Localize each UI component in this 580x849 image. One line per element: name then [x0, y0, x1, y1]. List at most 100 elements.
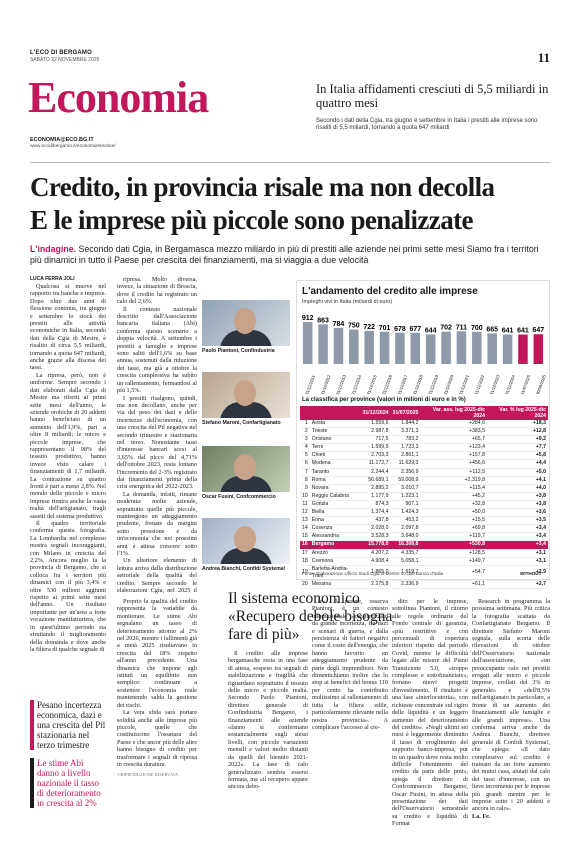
category-label: 31/12/2016 — [381, 374, 393, 394]
table-cell: +3,1 — [487, 549, 548, 558]
table-cell: 20 — [300, 580, 310, 589]
bar — [487, 333, 497, 364]
table-header-cell — [309, 406, 361, 420]
bar-value-label: 641 — [517, 328, 529, 335]
highlight-marker — [30, 758, 34, 808]
table-cell: 5 — [300, 451, 310, 461]
bar-value-label: 647 — [532, 327, 544, 334]
table-cell: Alessandria — [309, 532, 361, 542]
table-cell: 11 — [300, 500, 310, 510]
table-cell: 2.275,8 — [360, 580, 391, 589]
table-cell: 56.689,1 — [360, 476, 391, 485]
category-label: 31/12/2011 — [304, 374, 316, 394]
bar — [302, 322, 313, 364]
table-cell: Gorizia — [309, 500, 361, 510]
table-cell: 3 — [300, 435, 310, 445]
table-cell: 1.844,2 — [390, 420, 421, 429]
bar-value-label: 701 — [379, 325, 391, 332]
province-table: 31/12/2024 31/07/2025 Var. ass. lug 2025-d… — [300, 406, 548, 589]
bar-value-label: 678 — [394, 326, 406, 333]
table-cell: 3.648,0 — [390, 532, 421, 542]
category-label: 31/12/2020 — [443, 374, 455, 394]
table-cell: 1.424,3 — [390, 508, 421, 518]
paragraph: Il quadro territoriale conferma questa f… — [30, 520, 106, 653]
article-column-1: Qualcosa si muove nel rapporto tra banch… — [30, 283, 106, 653]
table-row: 11 Gorizia 874,3 907,1 +32,8 +3,8 — [300, 500, 548, 510]
highlight-marker — [30, 700, 34, 750]
section-email[interactable]: ECONOMIA@ECO.BG.IT — [30, 137, 94, 143]
bar — [410, 332, 421, 364]
highlight-item: Le stime Abi danno a livello nazionale i… — [30, 758, 106, 808]
table-cell: +4,4 — [487, 459, 548, 469]
category-label: 31/12/2014 — [350, 374, 362, 394]
bar — [364, 330, 374, 364]
table-cell: +4,0 — [487, 484, 548, 493]
table-cell: Messina — [309, 580, 361, 589]
table-cell: +5,0 — [487, 468, 548, 477]
bar-value-label: 644 — [425, 327, 437, 334]
table-cell: 16.308,8 — [390, 540, 421, 550]
table-cell: 2.336,9 — [390, 580, 421, 589]
table-cell: 2.097,8 — [390, 524, 421, 534]
bar — [472, 331, 482, 364]
table-row: 13 Enna 437,8 453,2 +15,5 +3,5 — [300, 516, 548, 526]
table-cell: +5,8 — [487, 451, 548, 461]
bar — [518, 334, 528, 364]
table-row: 4 Terni 1.599,9 1.723,3 +123,4 +7,7 — [300, 443, 548, 453]
category-label: 31/12/2021 — [458, 374, 470, 394]
bar-value-label: 702 — [440, 325, 452, 332]
bar — [349, 329, 359, 364]
table-cell: 5.058,1 — [390, 557, 421, 566]
table-row: 12 Biella 1.374,4 1.424,3 +50,0 +3,6 — [300, 508, 548, 518]
bar — [533, 334, 544, 364]
table-cell: 15.778,0 — [360, 540, 391, 550]
issue-date: SABATO 22 NOVEMBRE 2025 — [30, 57, 100, 63]
table-cell: 2.861,1 — [390, 451, 421, 461]
paragraph: Un ulteriore elemento di lettura arriva … — [117, 557, 197, 594]
table-cell: 15 — [300, 532, 310, 542]
table-cell: Modena — [309, 459, 361, 469]
table-cell: 1.177,9 — [360, 492, 391, 501]
table-cell: +65,7 — [420, 435, 487, 445]
paragraph: La domanda, infatti, rimane moderata: mo… — [117, 490, 197, 558]
category-label: 31/12/2024 — [504, 374, 516, 394]
table-cell: +284,6 — [420, 420, 487, 429]
table-row: 6 Modena 11.172,7 11.629,3 +456,6 +4,4 — [300, 459, 548, 469]
table-cell: +3,4 — [487, 540, 548, 550]
table-cell: 9 — [300, 484, 310, 493]
signature: La. Fe. — [472, 812, 491, 820]
table-cell: 2 — [300, 427, 310, 437]
table-cell: +15,5 — [420, 516, 487, 526]
category-label: 31/12/2019 — [427, 374, 439, 394]
table-cell: 13 — [300, 516, 310, 526]
table-cell: +3,1 — [487, 557, 548, 566]
paragraph: Il contesto nazionale descritto dall'Ass… — [117, 305, 197, 395]
table-cell: 19 — [300, 565, 310, 581]
table-cell: 717,5 — [360, 435, 391, 445]
bar-value-label: 912 — [302, 315, 314, 322]
table-cell: 3.528,3 — [360, 532, 391, 542]
bar — [425, 334, 436, 364]
table-row: 14 Cosenza 2.028,0 2.097,8 +69,8 +3,4 — [300, 524, 548, 534]
table-cell: Cosenza — [309, 524, 361, 534]
table-cell: +7,7 — [487, 443, 548, 453]
table-header-cell — [300, 406, 310, 420]
bar-value-label: 722 — [363, 324, 375, 331]
table-cell: +3,6 — [487, 508, 548, 518]
category-label: 31/12/2022 — [473, 374, 485, 394]
highlight-item: Pesano incertezza economica, dazi e una … — [30, 700, 106, 750]
table-cell: 1.559,6 — [360, 420, 391, 429]
category-label: 31/12/2013 — [335, 374, 347, 394]
section-link[interactable]: www.ecodibergamo.it/economia/section/ — [30, 144, 116, 149]
portrait: Stefano Maroni, Confartigianato — [202, 372, 290, 426]
table-cell: Cremona — [309, 557, 361, 566]
divider — [30, 162, 550, 163]
interview-column-3: dito per le imprese, sottolinea Piantoni… — [392, 598, 468, 828]
table-cell: 874,3 — [360, 500, 391, 510]
table-cell: +149,7 — [420, 557, 487, 566]
table-cell: Novara — [309, 484, 361, 493]
teaser-title: In Italia affidamenti cresciuti di 5,5 m… — [316, 82, 549, 110]
table-cell: Oristano — [309, 435, 361, 445]
bar — [502, 334, 513, 364]
table-row: 19 Barletta-Andria-Trani 1.865,0 1.919,7 +54… — [300, 565, 548, 581]
